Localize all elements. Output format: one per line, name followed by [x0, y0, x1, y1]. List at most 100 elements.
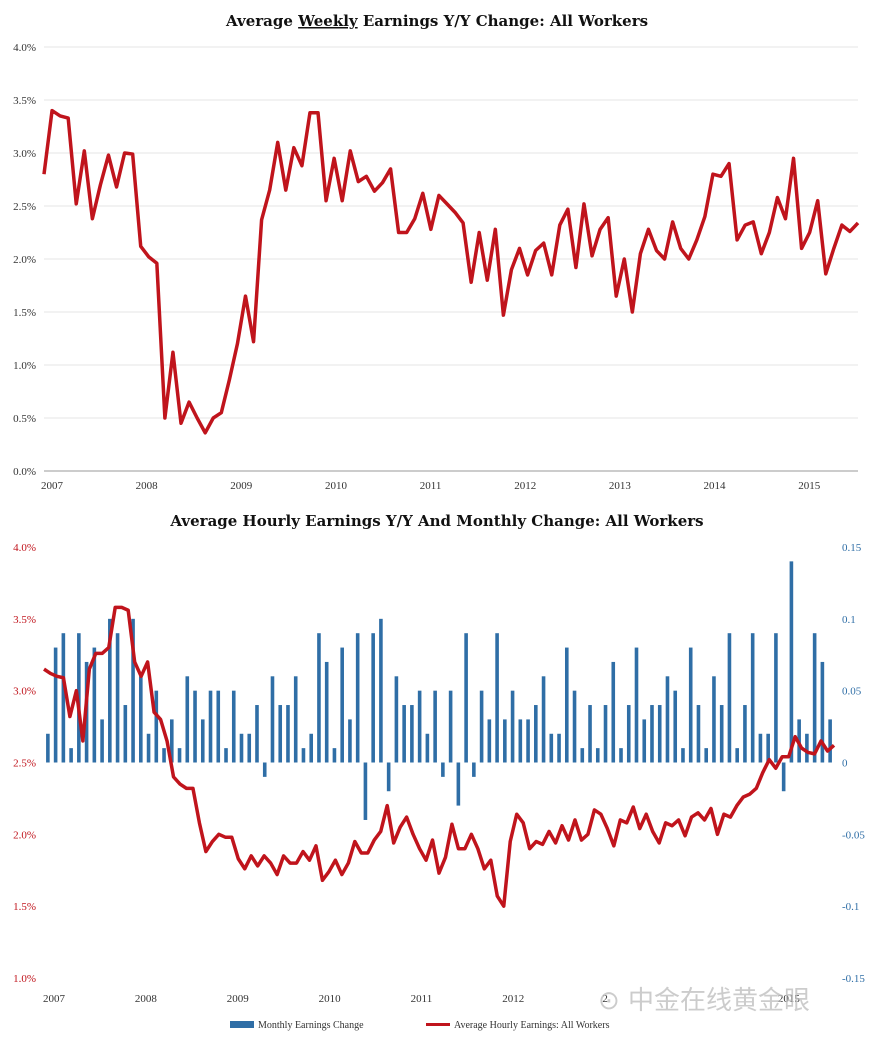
chart2-bar [255, 705, 259, 763]
chart2-bar [526, 719, 530, 763]
chart2-bar [317, 633, 321, 763]
chart2-bar [448, 690, 453, 763]
chart2-title: Average Hourly Earnings Y/Y And Monthly … [169, 512, 703, 530]
chart1-y-tick-8: 4.0% [13, 42, 36, 54]
chart2-bar [642, 719, 647, 763]
chart2-bar [123, 705, 128, 763]
chart2-bar [781, 762, 786, 792]
chart2-bar [53, 647, 58, 763]
chart2-bar [100, 719, 104, 763]
chart2-bar [441, 762, 445, 777]
chart2-bar [820, 661, 825, 763]
chart2-bar [665, 676, 670, 763]
chart2-bar [557, 733, 561, 763]
legend-bar-swatch [230, 1021, 254, 1028]
chart2-legend: Monthly Earnings Change Average Hourly E… [230, 1020, 610, 1031]
chart1-y-tick-2: 1.0% [13, 360, 36, 372]
chart2-bar [394, 676, 399, 763]
chart2-y-tick-6: 4.0% [13, 542, 36, 554]
watermark: ⊙ 中金在线黄金眼 [598, 986, 810, 1016]
chart2-bar [402, 705, 406, 763]
chart2-bar [154, 690, 159, 763]
chart1-y-tick-7: 3.5% [13, 95, 36, 107]
chart2-bar [534, 705, 538, 763]
chart1-x-tick-6: 2013 [609, 480, 632, 492]
chart2-y2-tick-2: -0.05 [842, 829, 865, 841]
chart2-bar [541, 676, 546, 763]
chart2-bar [634, 647, 639, 763]
chart2-bar [239, 733, 244, 763]
chart2-bar [355, 633, 360, 763]
chart2-y2-tick-4: 0.05 [842, 686, 862, 698]
hourly-earnings-chart: Average Hourly Earnings Y/Y And Monthly … [13, 512, 865, 1031]
chart2-bar [758, 733, 763, 763]
chart2-bar [433, 690, 437, 763]
chart1-x-axis: 2007 2008 2009 2010 2011 2012 2013 2014 … [41, 480, 821, 492]
chart1-series [42, 108, 860, 435]
chart2-line [43, 605, 836, 908]
chart2-bar [208, 690, 213, 763]
chart2-bar [386, 762, 391, 792]
chart2-bar [812, 633, 817, 763]
chart2-bar [139, 676, 143, 763]
chart2-bar [115, 633, 120, 763]
chart2-bar [688, 647, 693, 763]
chart2-bar [270, 676, 275, 763]
chart2-bar [169, 719, 174, 763]
chart2-line-series [43, 605, 836, 908]
chart1-title: Average Weekly Earnings Y/Y Change: All … [225, 12, 648, 30]
chart2-x-tick-3: 2010 [319, 993, 342, 1005]
chart2-bar [619, 748, 623, 763]
chart2-bar [503, 719, 507, 763]
chart2-x-tick-0: 2007 [43, 993, 66, 1005]
chart2-x-tick-6: 2 [602, 993, 608, 1005]
chart2-x-tick-5: 2012 [502, 993, 524, 1005]
chart1-x-tick-5: 2012 [514, 480, 536, 492]
chart2-bar [588, 705, 592, 763]
chart2-bar [580, 748, 585, 763]
chart2-y-tick-4: 3.0% [13, 686, 36, 698]
chart1-y-tick-6: 3.0% [13, 148, 36, 160]
chart2-bar [657, 705, 662, 763]
chart2-bar [743, 705, 747, 763]
chart2-bar [92, 647, 97, 763]
chart2-bar [549, 733, 554, 763]
chart2-bar [681, 748, 685, 763]
chart1-title-part-2: Earnings Y/Y Change: All Workers [358, 12, 648, 30]
chart2-x-axis: 2007 2008 2009 2010 2011 2012 2 2015 [43, 993, 800, 1005]
chart1-x-tick-7: 2014 [704, 480, 727, 492]
chart2-y-tick-0: 1.0% [13, 973, 36, 985]
chart2-y2-tick-5: 0.1 [842, 614, 856, 626]
chart2-bar [487, 719, 492, 763]
chart2-y2-tick-1: -0.1 [842, 901, 859, 913]
chart1-title-part-1: Average [225, 12, 298, 30]
chart2-bar [348, 719, 352, 763]
chart2-bar [572, 690, 577, 763]
legend-line-label: Average Hourly Earnings: All Workers [454, 1020, 610, 1031]
chart2-bar [626, 705, 631, 763]
chart2-bar-series [46, 561, 832, 820]
weekly-earnings-chart: Average Weekly Earnings Y/Y Change: All … [13, 12, 860, 492]
chart1-x-tick-4: 2011 [420, 480, 442, 492]
chart1-x-tick-3: 2010 [325, 480, 348, 492]
chart2-bar [46, 733, 50, 763]
chart2-bar [611, 661, 616, 763]
chart2-x-tick-4: 2011 [411, 993, 433, 1005]
chart1-x-tick-8: 2015 [798, 480, 821, 492]
watermark-text: 中金在线黄金眼 [628, 986, 810, 1016]
chart1-y-tick-5: 2.5% [13, 201, 36, 213]
chart2-x-tick-1: 2008 [135, 993, 158, 1005]
chart1-y-tick-3: 1.5% [13, 307, 36, 319]
chart2-bar [789, 561, 794, 763]
chart2-bar [371, 633, 375, 763]
chart2-bar [363, 762, 368, 820]
chart2-bar [766, 733, 770, 763]
chart2-y-tick-2: 2.0% [13, 829, 36, 841]
chart2-bar [301, 748, 306, 763]
chart2-bar [518, 719, 523, 763]
chart2-bar [108, 618, 112, 763]
watermark-icon: ⊙ [598, 986, 620, 1016]
chart2-bar [162, 748, 166, 763]
chart2-bar [231, 690, 236, 763]
chart2-bar [61, 633, 66, 763]
